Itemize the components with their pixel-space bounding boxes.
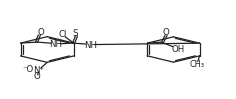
Text: O: O (162, 28, 169, 37)
Text: Cl: Cl (58, 30, 66, 39)
Text: OH: OH (172, 45, 185, 54)
Text: CH₃: CH₃ (190, 60, 205, 69)
Text: ⁻O: ⁻O (22, 65, 34, 74)
Text: S: S (73, 29, 78, 38)
Text: O: O (34, 72, 41, 81)
Text: N⁺: N⁺ (34, 66, 45, 75)
Text: NH: NH (50, 40, 63, 49)
Text: O: O (37, 28, 44, 37)
Text: NH: NH (84, 41, 97, 50)
